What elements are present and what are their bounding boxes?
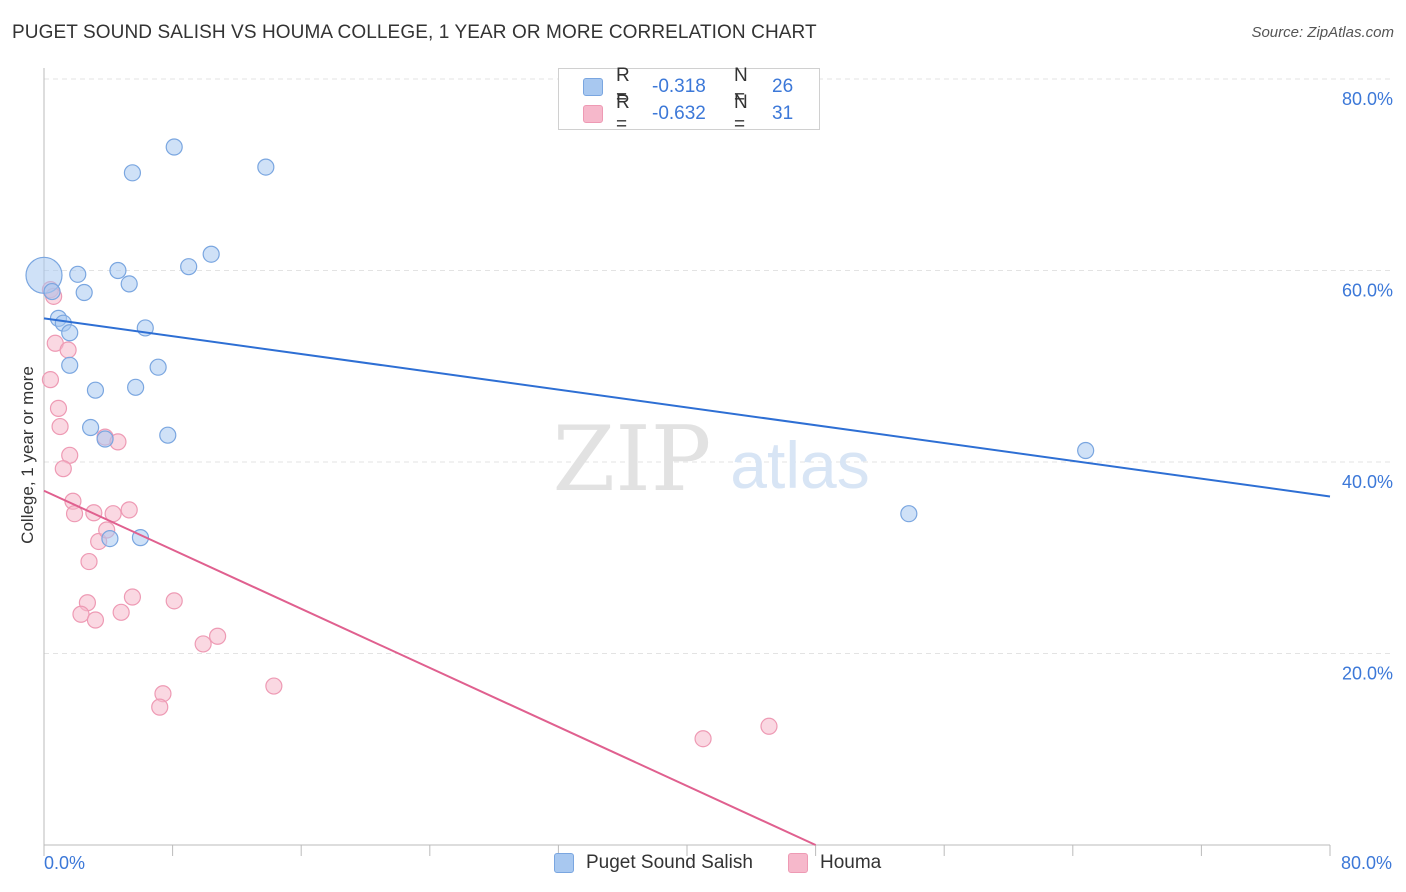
puget-sound-salish-point <box>82 418 100 437</box>
puget-sound-salish-point <box>101 529 119 548</box>
puget-sound-salish-point <box>69 265 87 283</box>
bottom-legend-swatch-pink <box>788 853 808 873</box>
houma-point <box>209 627 227 645</box>
watermark-zip: ZIP <box>553 407 712 512</box>
houma-point <box>41 371 60 389</box>
houma-point <box>51 417 69 436</box>
x-tick-label: 0.0% <box>44 853 85 873</box>
puget-sound-salish-point <box>61 324 79 342</box>
puget-sound-salish-trend-line <box>43 317 1331 498</box>
puget-sound-salish-points <box>25 138 1095 548</box>
legend-n-label: N = <box>734 92 748 135</box>
houma-point <box>123 588 142 606</box>
puget-sound-salish-point <box>159 426 177 444</box>
bottom-legend-houma[interactable]: Houma <box>788 852 881 874</box>
axes <box>43 68 1331 856</box>
puget-sound-salish-point <box>165 138 183 156</box>
gridlines <box>44 78 1392 654</box>
y-tick-label: 60.0% <box>1342 281 1393 301</box>
houma-point <box>54 460 72 478</box>
houma-point <box>760 717 778 735</box>
puget-sound-salish-point <box>109 261 127 280</box>
houma-point <box>80 552 98 571</box>
y-tick-label: 80.0% <box>1342 89 1393 109</box>
puget-sound-salish-point <box>86 381 105 399</box>
houma-point <box>49 399 68 417</box>
legend-swatch-pink <box>583 105 603 123</box>
houma-trend-line <box>43 489 817 846</box>
puget-sound-salish-point <box>75 283 93 302</box>
legend-r-value: -0.318 <box>652 76 706 97</box>
houma-point <box>151 698 169 716</box>
legend-row-blue: R = -0.318 N = 26 <box>583 65 794 108</box>
puget-sound-salish-point <box>120 275 138 293</box>
houma-point <box>86 611 105 629</box>
puget-sound-salish-point <box>1077 441 1095 460</box>
houma-point <box>72 605 90 623</box>
houma-point <box>120 501 138 519</box>
legend-n-value: 31 <box>772 103 794 124</box>
houma-point <box>265 677 283 695</box>
legend-r-value: -0.632 <box>652 103 706 124</box>
puget-sound-salish-point <box>96 430 114 448</box>
puget-sound-salish-point <box>180 258 198 276</box>
bottom-legend-puget-sound-salish[interactable]: Puget Sound Salish <box>554 852 753 874</box>
tick-labels: 20.0% 40.0% 60.0% 80.0% 0.0% 80.0% <box>44 89 1393 873</box>
legend-r-label: R = <box>616 92 630 135</box>
houma-point <box>165 592 183 610</box>
legend-row-pink: R = -0.632 N = 31 <box>583 92 794 135</box>
y-tick-label: 40.0% <box>1342 472 1393 492</box>
watermark-atlas: atlas <box>730 428 869 502</box>
puget-sound-salish-point <box>123 164 142 182</box>
bottom-legend-label: Houma <box>820 852 882 873</box>
legend-n-value: 26 <box>772 76 794 97</box>
puget-sound-salish-point <box>202 245 220 263</box>
puget-sound-salish-point <box>43 282 61 301</box>
puget-sound-salish-point <box>127 378 145 396</box>
puget-sound-salish-point <box>61 356 79 374</box>
x-tick-label: 80.0% <box>1341 853 1392 873</box>
houma-points <box>41 281 778 748</box>
bottom-legend-swatch-blue <box>554 853 574 873</box>
legend-swatch-blue <box>583 78 603 96</box>
trend-lines <box>43 317 1331 846</box>
chart-title: PUGET SOUND SALISH VS HOUMA COLLEGE, 1 Y… <box>12 22 817 43</box>
legend-r-label: R = <box>616 65 630 108</box>
y-axis-label: College, 1 year or more <box>18 366 37 544</box>
bottom-legend-label: Puget Sound Salish <box>586 852 753 873</box>
watermark: ZIP atlas <box>553 407 870 512</box>
houma-point <box>112 603 130 621</box>
puget-sound-salish-point <box>149 358 167 376</box>
y-tick-label: 20.0% <box>1342 664 1393 684</box>
puget-sound-salish-point <box>257 158 275 176</box>
houma-point <box>59 341 77 359</box>
puget-sound-salish-point <box>900 505 918 523</box>
source-credit: Source: ZipAtlas.com <box>1251 24 1394 41</box>
correlation-legend: R = -0.318 N = 26 R = -0.632 N = 31 <box>558 65 820 135</box>
legend-n-label: N = <box>734 65 748 108</box>
houma-point <box>694 730 712 748</box>
houma-point <box>194 635 212 653</box>
